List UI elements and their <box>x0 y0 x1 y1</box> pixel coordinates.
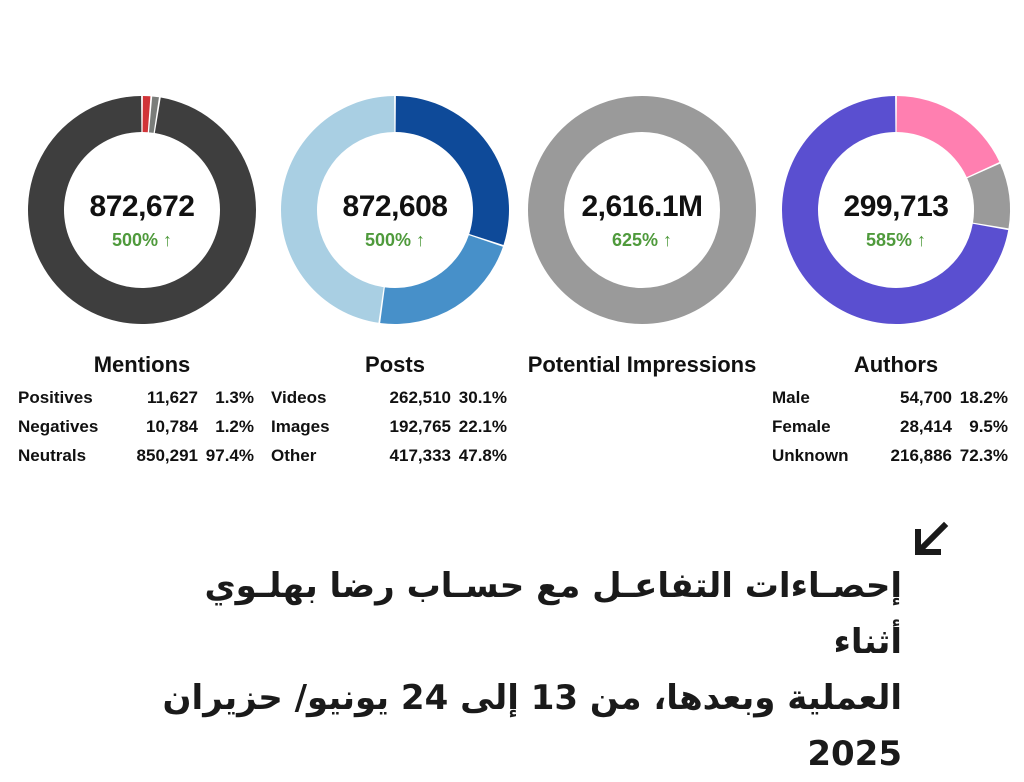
stat-label: Other <box>271 446 317 465</box>
stat-value: 850,291 <box>136 446 198 465</box>
authors-total: 299,713 <box>843 190 949 223</box>
stat-label: Male <box>772 388 810 407</box>
mentions-change-value: 500% <box>111 230 159 250</box>
stat-percent: 97.4% <box>205 446 254 465</box>
stat-value: 262,510 <box>389 388 451 407</box>
stat-row: Female 28,414 9.5% <box>772 417 1008 446</box>
stat-percent: 30.1% <box>458 388 507 407</box>
donut-slice <box>782 96 1009 325</box>
authors-donut <box>776 90 1016 330</box>
stat-label: Unknown <box>772 446 849 465</box>
posts-stats: Videos 262,510 30.1% Images 192,765 22.1… <box>271 388 507 475</box>
donut-slice <box>896 96 1000 178</box>
authors-change-value: 585% <box>865 230 913 250</box>
stat-label: Negatives <box>18 417 99 436</box>
stat-row: Images 192,765 22.1% <box>271 417 507 446</box>
stat-value: 54,700 <box>900 388 952 407</box>
posts-change-value: 500% <box>364 230 412 250</box>
donut-slice <box>142 96 151 133</box>
caption-line-1: إحصـاءات التفاعـل مع حسـاب رضا بهلـوي أث… <box>204 566 902 662</box>
arrow-up-icon: ↑ <box>663 230 673 250</box>
donut-slice <box>967 163 1010 229</box>
stat-row: Other 417,333 47.8% <box>271 446 507 475</box>
mentions-donut-svg <box>28 96 256 325</box>
posts-title: Posts <box>365 352 425 377</box>
caption: إحصـاءات التفاعـل مع حسـاب رضا بهلـوي أث… <box>142 558 902 782</box>
stat-label: Images <box>271 417 330 436</box>
caption-line-2: العملية وبعدها، من 13 إلى 24 يونيو/ حزير… <box>162 678 902 774</box>
mentions-total: 872,672 <box>89 190 195 223</box>
posts-change: 500% ↑ <box>275 230 515 251</box>
arrow-up-icon: ↑ <box>917 230 927 250</box>
stat-percent: 9.5% <box>969 417 1008 436</box>
authors-donut-svg <box>782 96 1010 325</box>
posts-total: 872,608 <box>342 190 448 223</box>
impressions-change-value: 625% <box>611 230 659 250</box>
mentions-donut <box>22 90 262 330</box>
stat-value: 192,765 <box>389 417 451 436</box>
posts-donut-svg <box>280 96 509 324</box>
arrow-up-icon: ↑ <box>163 230 173 250</box>
donut-slice <box>395 96 509 246</box>
stat-label: Female <box>772 417 831 436</box>
stat-percent: 22.1% <box>458 417 507 436</box>
stat-value: 28,414 <box>900 417 952 436</box>
stat-value: 10,784 <box>146 417 198 436</box>
arrow-up-icon: ↑ <box>416 230 426 250</box>
mentions-stats: Positives 11,627 1.3% Negatives 10,784 1… <box>18 388 254 475</box>
authors-change: 585% ↑ <box>776 230 1016 251</box>
stat-label: Neutrals <box>18 446 87 465</box>
authors-title: Authors <box>853 352 939 377</box>
stat-value: 417,333 <box>389 446 451 465</box>
mentions-change: 500% ↑ <box>22 230 262 251</box>
stat-row: Neutrals 850,291 97.4% <box>18 446 254 475</box>
stat-percent: 1.2% <box>215 417 254 436</box>
donut-slice <box>280 96 395 323</box>
stat-percent: 72.3% <box>959 446 1008 465</box>
stat-label: Videos <box>271 388 327 407</box>
impressions-change: 625% ↑ <box>522 230 762 251</box>
stat-row: Male 54,700 18.2% <box>772 388 1008 417</box>
donut-slice <box>28 96 256 325</box>
impressions-title: Potential Impressions <box>527 352 757 377</box>
impressions-total: 2,616.1M <box>581 190 703 223</box>
stat-row: Positives 11,627 1.3% <box>18 388 254 417</box>
stat-value: 216,886 <box>890 446 952 465</box>
stat-percent: 47.8% <box>458 446 507 465</box>
stat-row: Unknown 216,886 72.3% <box>772 446 1008 475</box>
stat-value: 11,627 <box>146 388 198 407</box>
stat-percent: 1.3% <box>215 388 254 407</box>
impressions-donut-svg <box>528 96 756 324</box>
arrow-down-left-icon <box>910 520 950 560</box>
stat-row: Videos 262,510 30.1% <box>271 388 507 417</box>
impressions-donut <box>522 90 762 330</box>
donut-slice <box>528 96 756 324</box>
stat-label: Positives <box>18 388 93 407</box>
donut-slice <box>148 96 159 133</box>
authors-stats: Male 54,700 18.2% Female 28,414 9.5% Unk… <box>772 388 1008 475</box>
posts-donut <box>275 90 515 330</box>
stat-percent: 18.2% <box>959 388 1008 407</box>
stat-row: Negatives 10,784 1.2% <box>18 417 254 446</box>
mentions-title: Mentions <box>93 352 191 377</box>
donut-slice <box>380 235 503 324</box>
